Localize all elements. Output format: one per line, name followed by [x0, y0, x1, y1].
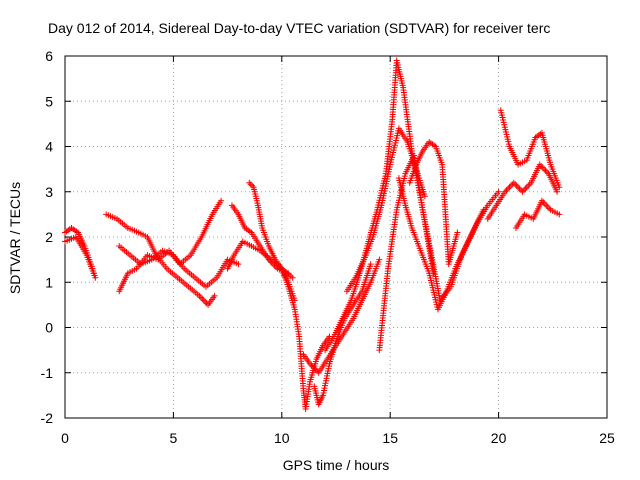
data-points [62, 57, 563, 412]
x-tick-label: 15 [382, 430, 398, 446]
series-satellite-track-N [395, 175, 502, 313]
y-tick-label: 1 [45, 274, 53, 290]
chart-title: Day 012 of 2014, Sidereal Day-to-day VTE… [48, 20, 550, 36]
series-satellite-track-R [512, 197, 563, 231]
series-satellite-track-P [497, 107, 563, 191]
data-point-marker [376, 256, 383, 263]
data-point-marker [421, 193, 428, 200]
x-tick-label: 25 [599, 430, 615, 446]
data-point-marker [454, 229, 461, 236]
x-tick-label: 5 [170, 430, 178, 446]
data-point-marker [218, 197, 225, 204]
data-point-marker [367, 261, 374, 268]
x-tick-label: 0 [61, 430, 69, 446]
data-point-marker [554, 188, 561, 195]
x-tick-label: 10 [274, 430, 290, 446]
series-satellite-track-O [406, 138, 461, 268]
data-point-marker [62, 238, 68, 245]
y-tick-label: -2 [41, 410, 54, 426]
y-tick-label: -1 [41, 365, 54, 381]
series-satellite-track-K [322, 57, 437, 354]
x-tick-label: 20 [491, 430, 507, 446]
data-point-marker [556, 211, 563, 218]
y-tick-label: 4 [45, 139, 53, 155]
data-point-marker [235, 261, 242, 268]
data-point-marker [211, 292, 218, 299]
axes: 0 5 10 15 20 25 -2 -1 0 1 2 3 4 5 6 [41, 48, 615, 446]
x-axis-label: GPS time / hours [283, 457, 390, 473]
y-tick-label: 0 [45, 320, 53, 336]
series-satellite-track-D [116, 197, 225, 295]
y-tick-label: 3 [45, 184, 53, 200]
series-satellite-track-B [103, 211, 218, 308]
y-axis-label: SDTVAR / TECUs [7, 182, 23, 294]
series-satellite-track-Q [484, 161, 561, 222]
y-tick-label: 5 [45, 93, 53, 109]
y-tick-label: 6 [45, 48, 53, 64]
series-satellite-track-F [228, 202, 292, 277]
series-satellite-track-A [62, 224, 99, 281]
data-point-marker [495, 188, 502, 195]
data-point-marker [289, 274, 296, 281]
y-tick-label: 2 [45, 229, 53, 245]
series-satellite-track-H [278, 265, 333, 412]
data-point-marker [556, 184, 563, 191]
